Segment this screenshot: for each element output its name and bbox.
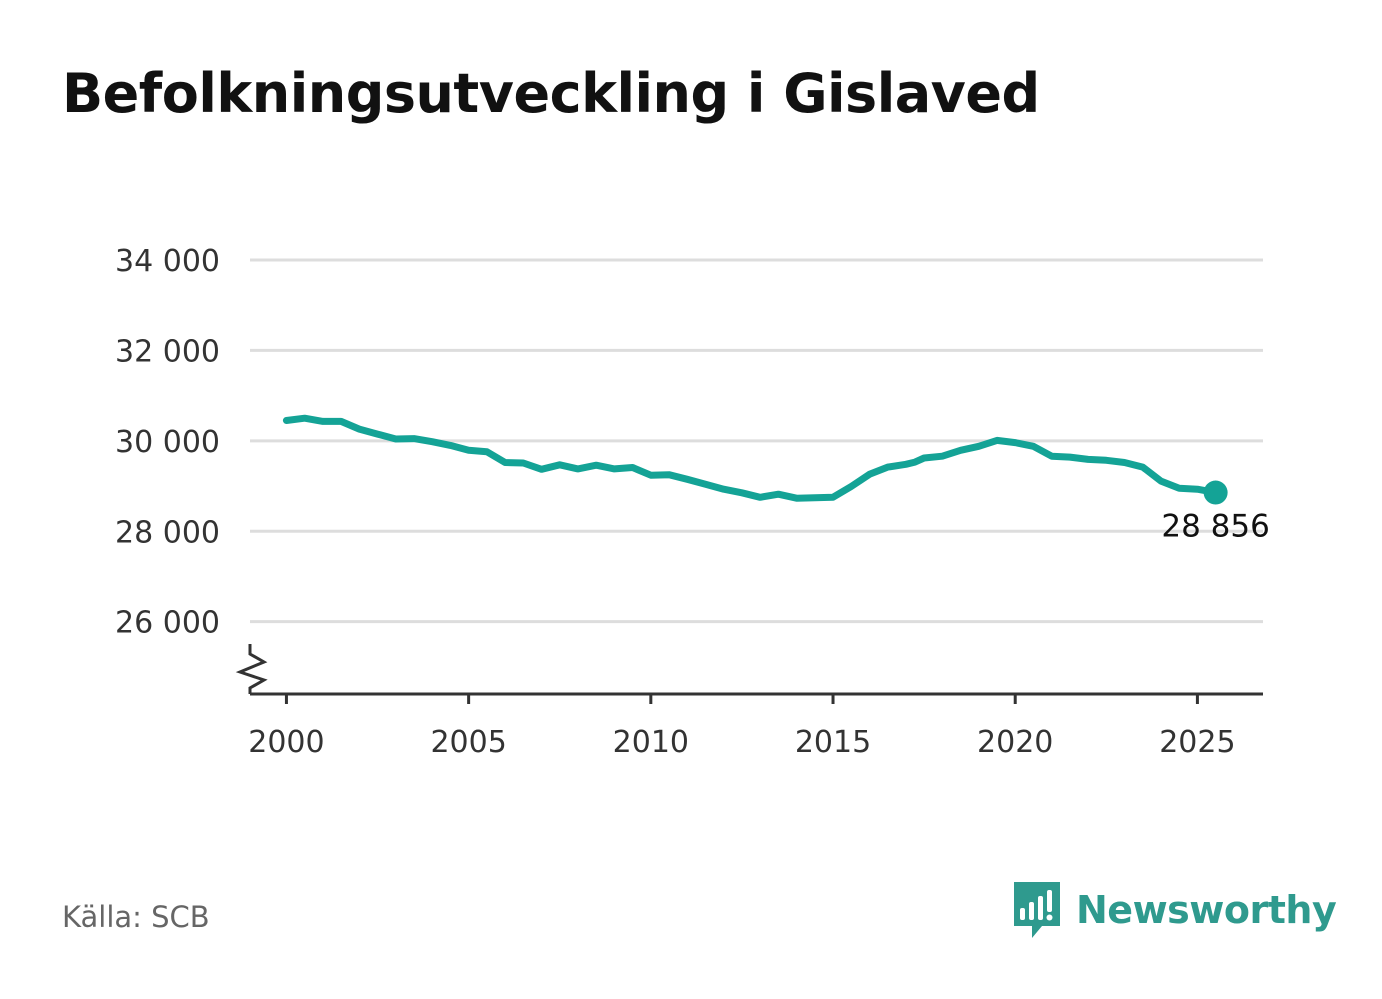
x-tick-label: 2015 bbox=[795, 725, 871, 760]
y-tick-label: 32 000 bbox=[115, 334, 220, 369]
newsworthy-logo-icon bbox=[1014, 882, 1060, 938]
end-point-marker bbox=[1203, 480, 1228, 505]
x-tick-label: 2010 bbox=[613, 725, 689, 760]
y-tick-label: 28 000 bbox=[115, 515, 220, 550]
x-axis-ticks: 2000 2005 2010 2015 2020 2025 bbox=[248, 694, 1236, 760]
y-tick-label: 26 000 bbox=[115, 606, 220, 641]
x-tick-label: 2025 bbox=[1159, 725, 1235, 760]
x-tick-label: 2005 bbox=[430, 725, 506, 760]
end-value-label: 28 856 bbox=[1161, 509, 1269, 545]
series-line-population bbox=[282, 414, 1220, 502]
brand-logo: Newsworthy bbox=[1012, 880, 1337, 940]
y-axis-ticks: 26 000 28 000 30 000 32 000 34 000 bbox=[115, 244, 220, 641]
brand-name: Newsworthy bbox=[1076, 888, 1337, 932]
chart-title: Befolkningsutveckling i Gislaved bbox=[62, 62, 1040, 125]
axis-break-icon bbox=[235, 644, 268, 694]
y-tick-label: 30 000 bbox=[115, 425, 220, 460]
x-tick-label: 2020 bbox=[977, 725, 1053, 760]
source-note: Källa: SCB bbox=[62, 900, 210, 934]
y-tick-label: 34 000 bbox=[115, 244, 220, 279]
x-tick-label: 2000 bbox=[248, 725, 324, 760]
